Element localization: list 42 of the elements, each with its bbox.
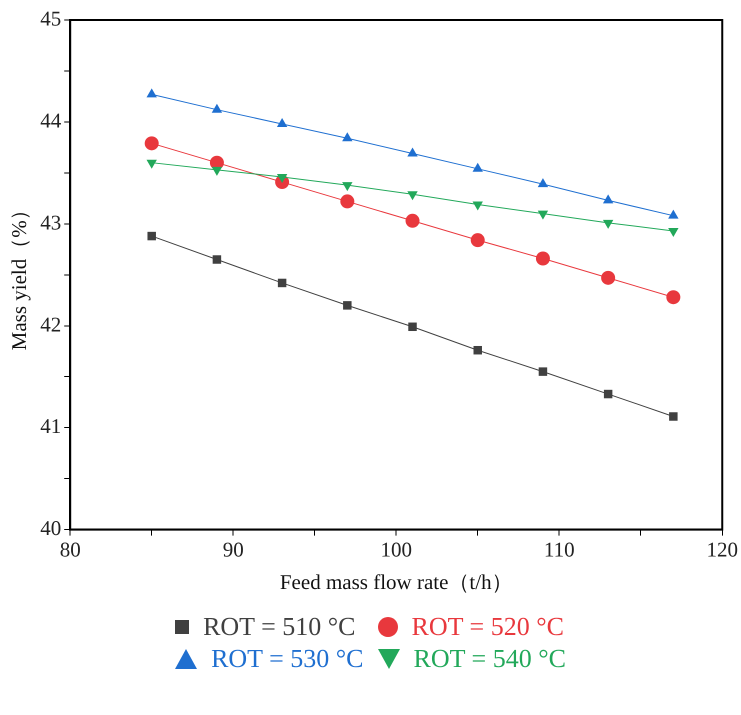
- x-tick-label: 80: [60, 538, 81, 562]
- y-tick-label: 43: [40, 210, 62, 234]
- legend-label: ROT = 520 °C: [412, 612, 564, 642]
- point: [470, 233, 485, 248]
- point: [276, 118, 288, 127]
- point: [144, 136, 159, 150]
- point: [472, 162, 483, 172]
- point: [212, 255, 222, 264]
- point: [406, 214, 420, 228]
- point: [343, 301, 352, 310]
- y-tick-label: 40: [40, 516, 62, 540]
- legend-label: ROT = 540 °C: [414, 644, 566, 674]
- y-axis-title: Mass yield（%）: [7, 199, 32, 350]
- legend-label: ROT = 530 °C: [211, 644, 364, 674]
- x-tick-label: 90: [222, 538, 244, 562]
- point: [601, 270, 616, 285]
- y-tick-label: 44: [40, 108, 62, 132]
- x-tick-label: 100: [380, 538, 412, 562]
- x-axis-title: Feed mass flow rate（t/h）: [280, 570, 513, 594]
- y-tick-label: 45: [40, 6, 62, 31]
- point: [408, 322, 417, 332]
- point: [340, 194, 354, 208]
- point: [669, 412, 678, 421]
- point: [604, 390, 612, 398]
- point: [147, 232, 156, 240]
- point: [212, 104, 222, 113]
- x-tick-label: 110: [544, 538, 575, 562]
- point: [666, 290, 680, 304]
- y-tick-label: 41: [40, 414, 62, 438]
- y-tick-label: 42: [40, 312, 62, 336]
- point: [407, 148, 418, 157]
- point: [278, 278, 286, 288]
- legend-label: ROT = 510 °C: [203, 612, 356, 642]
- point: [146, 88, 157, 98]
- point: [602, 194, 614, 204]
- x-tick-label: 120: [706, 538, 738, 562]
- point: [342, 132, 353, 142]
- point: [668, 210, 679, 219]
- point: [538, 367, 548, 376]
- point: [538, 178, 548, 188]
- point: [473, 346, 482, 354]
- point: [536, 251, 550, 266]
